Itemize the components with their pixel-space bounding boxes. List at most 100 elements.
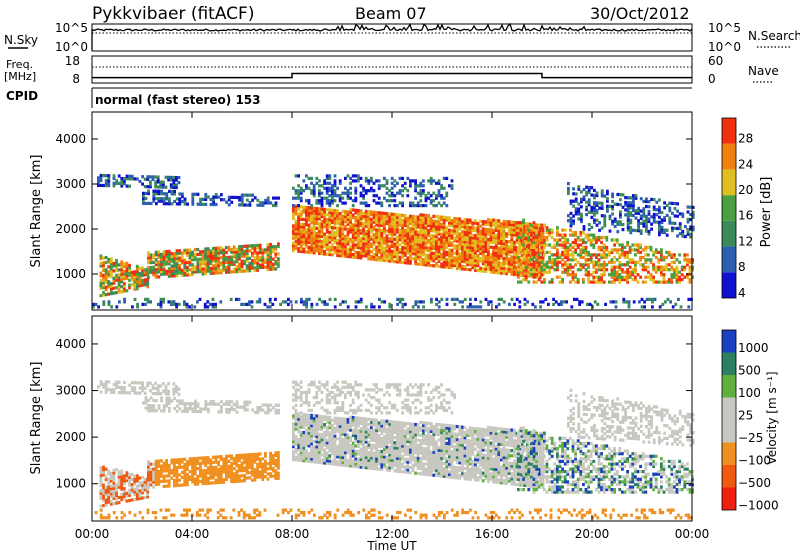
scatter-cell: [686, 253, 689, 257]
scatter-cell: [409, 259, 412, 263]
scatter-cell: [543, 245, 546, 249]
scatter-cell: [487, 218, 490, 222]
scatter-cell: [204, 458, 207, 462]
scatter-cell: [681, 232, 685, 236]
scatter-cell: [123, 300, 126, 304]
scatter-cell: [422, 184, 425, 188]
scatter-cell: [667, 280, 671, 284]
scatter-cell: [155, 202, 158, 206]
scatter-cell: [626, 270, 629, 274]
scatter-cell: [481, 244, 485, 248]
scatter-cell: [636, 243, 640, 247]
scatter-cell: [476, 246, 480, 250]
scatter-cell: [245, 249, 249, 253]
scatter-cell: [357, 211, 360, 215]
scatter-cell: [574, 212, 578, 216]
scatter-cell: [678, 253, 681, 257]
scatter-cell: [204, 474, 207, 478]
scatter-cell: [212, 481, 215, 485]
scatter-cell: [146, 277, 150, 281]
scatter-cell: [320, 201, 324, 205]
scatter-cell: [461, 240, 464, 244]
scatter-cell: [104, 174, 108, 178]
scatter-cell: [686, 275, 689, 279]
scatter-cell: [359, 191, 363, 195]
scatter-cell: [154, 253, 158, 257]
scatter-cell: [183, 273, 187, 277]
scatter-cell: [497, 221, 501, 225]
scatter-cell: [372, 215, 376, 219]
scatter-cell: [416, 217, 420, 222]
scatter-cell: [471, 256, 475, 260]
scatter-cell: [676, 226, 679, 231]
scatter-cell: [107, 280, 111, 284]
scatter-cell: [99, 281, 103, 285]
scatter-cell: [510, 247, 514, 251]
scatter-cell: [474, 253, 477, 257]
scatter-cell: [115, 286, 118, 290]
scatter-cell: [565, 300, 568, 304]
scatter-cell: [112, 494, 116, 498]
scatter-cell: [628, 273, 632, 277]
scatter-cell: [471, 258, 475, 262]
scatter-cell: [157, 189, 161, 193]
scatter-cell: [359, 251, 363, 255]
scatter-cell: [419, 243, 423, 247]
scatter-cell: [437, 181, 441, 185]
scatter-cell: [107, 176, 111, 180]
scatter-cell: [156, 185, 160, 189]
scatter-cell: [505, 232, 508, 236]
scatter-cell: [445, 228, 449, 232]
scatter-cell: [310, 218, 313, 222]
scatter-cell: [320, 196, 324, 200]
scatter-cell: [616, 220, 620, 224]
scatter-cell: [634, 253, 637, 257]
scatter-cell: [634, 270, 637, 274]
scatter-cell: [377, 245, 381, 250]
scatter-cell: [354, 228, 358, 232]
scatter-cell: [120, 260, 124, 264]
scatter-cell: [341, 239, 345, 243]
scatter-cell: [167, 474, 171, 478]
scatter-cell: [227, 245, 231, 249]
scatter-cell: [561, 270, 564, 274]
scatter-cell: [440, 225, 443, 229]
scatter-cell: [587, 228, 591, 232]
scatter-cell: [201, 456, 205, 460]
scatter-cell: [518, 226, 521, 230]
scatter-cell: [678, 278, 681, 282]
scatter-cell: [411, 305, 415, 309]
scatter-cell: [543, 235, 546, 240]
scatter-cell: [649, 258, 653, 262]
scatter-cell: [219, 470, 223, 474]
scatter-cell: [507, 247, 511, 251]
scatter-cell: [587, 188, 591, 192]
scatter-cell: [248, 300, 251, 304]
scatter-cell: [209, 399, 213, 404]
scatter-cell: [686, 220, 690, 224]
scatter-cell: [377, 179, 381, 183]
scatter-cell: [180, 261, 184, 265]
scatter-cell: [654, 250, 658, 254]
scatter-cell: [320, 242, 324, 246]
scatter-cell: [312, 194, 316, 198]
scatter-cell: [398, 218, 402, 222]
scatter-cell: [338, 212, 342, 216]
scatter-cell: [209, 476, 213, 480]
power-colorbar-segment-3: [722, 195, 736, 221]
scatter-cell: [644, 280, 648, 284]
scatter-cell: [641, 263, 645, 267]
scatter-cell: [593, 206, 596, 210]
scatter-cell: [576, 253, 580, 257]
scatter-cell: [250, 305, 254, 309]
scatter-cell: [328, 204, 332, 208]
scatter-cell: [461, 252, 464, 256]
scatter-cell: [380, 251, 384, 255]
scatter-cell: [566, 270, 570, 274]
scatter-cell: [647, 205, 651, 209]
scatter-cell: [671, 305, 675, 309]
scatter-cell: [325, 235, 329, 239]
scatter-cell: [253, 457, 257, 462]
scatter-cell: [481, 229, 485, 234]
scatter-cell: [602, 253, 606, 257]
